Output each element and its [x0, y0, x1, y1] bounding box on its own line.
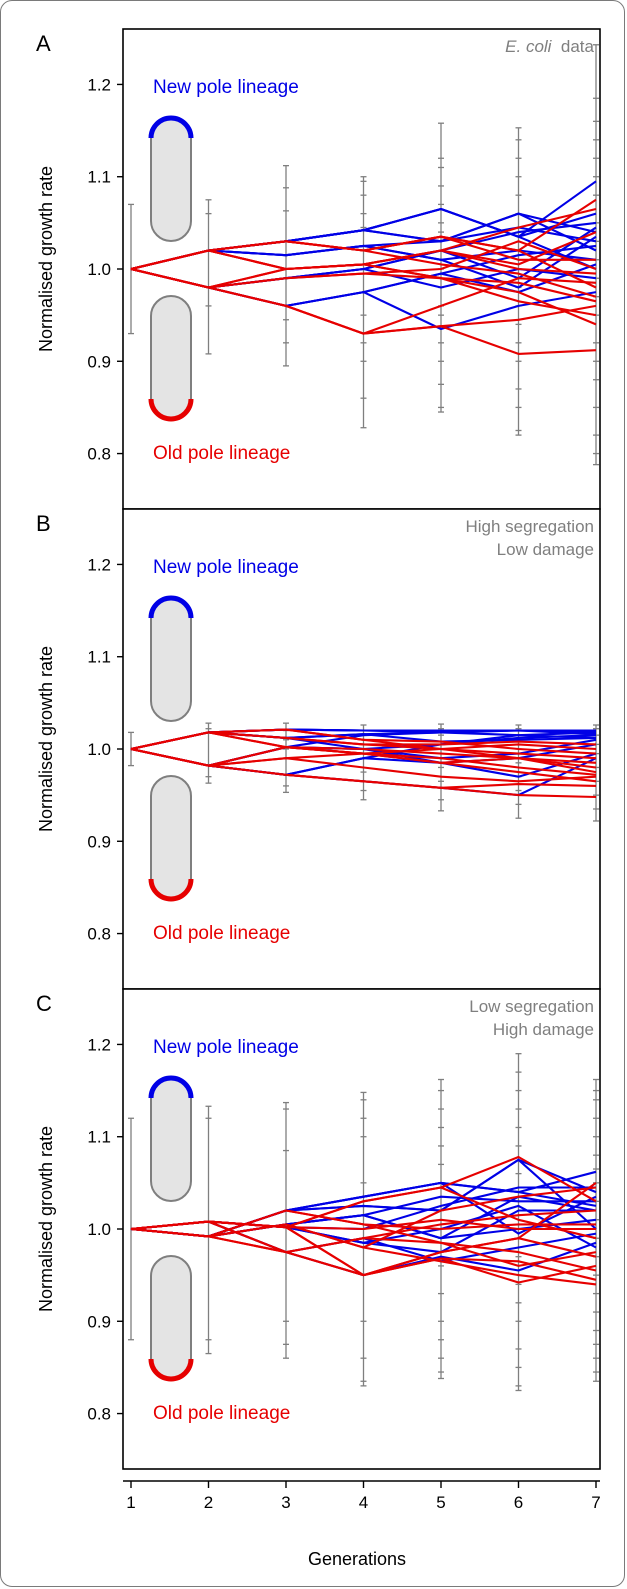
old-pole-label: Old pole lineage	[153, 923, 290, 944]
y-tick-label: 0.9	[87, 832, 111, 851]
y-tick-label: 1.1	[87, 648, 111, 667]
corner-note: E. coli data	[505, 37, 594, 56]
x-tick-label: 5	[436, 1493, 445, 1512]
y-tick-label: 0.8	[87, 445, 111, 464]
y-tick-label: 1.0	[87, 740, 111, 759]
corner-note-line: Low damage	[497, 540, 594, 559]
x-axis: Generations 1 2 3 4 5 6 7	[123, 1480, 601, 1569]
lineage-line	[130, 1223, 597, 1286]
panel-c: C 0.8 0.9 1.0 1.1 1.2 Normalised growth rate Lo…	[36, 988, 601, 1470]
new-pole-cell-icon	[148, 115, 194, 242]
panel-letter: C	[36, 991, 52, 1016]
panel-letter: B	[36, 511, 51, 536]
y-tick-label: 1.2	[87, 75, 111, 94]
panel-a: A 0.8 0.9 1.0 1.1 1.2 Normalised growth rate E.…	[36, 28, 601, 510]
old-pole-cell-icon	[148, 295, 194, 422]
lineage-line	[130, 240, 597, 289]
x-tick-label: 3	[281, 1493, 290, 1512]
y-tick-label: 1.2	[87, 1035, 111, 1054]
panel-b: B 0.8 0.9 1.0 1.1 1.2 Normalised growth rate Hi…	[36, 508, 601, 990]
y-tick-label: 1.0	[87, 260, 111, 279]
corner-note-italic: E. coli	[505, 37, 553, 56]
y-tick-label: 1.1	[87, 168, 111, 187]
old-pole-label: Old pole lineage	[153, 443, 290, 464]
lineage-line	[130, 1218, 596, 1231]
x-tick-label: 4	[359, 1493, 368, 1512]
old-pole-cell-icon	[148, 1255, 194, 1382]
y-tick-label: 0.8	[87, 925, 111, 944]
panel-letter: A	[36, 31, 51, 56]
y-tick-label: 0.9	[87, 352, 111, 371]
x-axis-title: Generations	[308, 1549, 406, 1569]
new-pole-cell-icon	[148, 595, 194, 722]
y-axis-title: Normalised growth rate	[36, 646, 56, 832]
y-tick-label: 1.2	[87, 555, 111, 574]
old-pole-cell-icon	[148, 775, 194, 902]
new-pole-label: New pole lineage	[153, 77, 299, 98]
x-tick-label: 2	[204, 1493, 213, 1512]
new-pole-label: New pole lineage	[153, 1037, 299, 1058]
y-tick-label: 0.8	[87, 1405, 111, 1424]
x-tick-label: 7	[591, 1493, 600, 1512]
corner-note-rest: data	[551, 37, 594, 56]
new-pole-label: New pole lineage	[153, 557, 299, 578]
panels-layer: A 0.8 0.9 1.0 1.1 1.2 Normalised growth rate E.…	[36, 28, 601, 1470]
y-tick-label: 1.1	[87, 1128, 111, 1147]
new-pole-cell-icon	[148, 1075, 194, 1202]
y-tick-label: 1.0	[87, 1220, 111, 1239]
x-tick-label: 1	[126, 1493, 135, 1512]
lineage-line	[130, 240, 597, 298]
lineage-line	[130, 731, 597, 776]
series-old-pole	[130, 728, 597, 799]
y-tick-label: 0.9	[87, 1312, 111, 1331]
corner-note-line: High segregation	[465, 517, 594, 536]
y-axis-title: Normalised growth rate	[36, 1126, 56, 1312]
series-old-pole	[130, 1155, 597, 1286]
old-pole-label: Old pole lineage	[153, 1403, 290, 1424]
y-axis-title: Normalised growth rate	[36, 166, 56, 352]
corner-note-line: High damage	[493, 1020, 594, 1039]
series-old-pole	[130, 198, 597, 355]
corner-note-line: Low segregation	[469, 997, 594, 1016]
x-tick-label: 6	[514, 1493, 523, 1512]
error-bars	[128, 1053, 599, 1392]
